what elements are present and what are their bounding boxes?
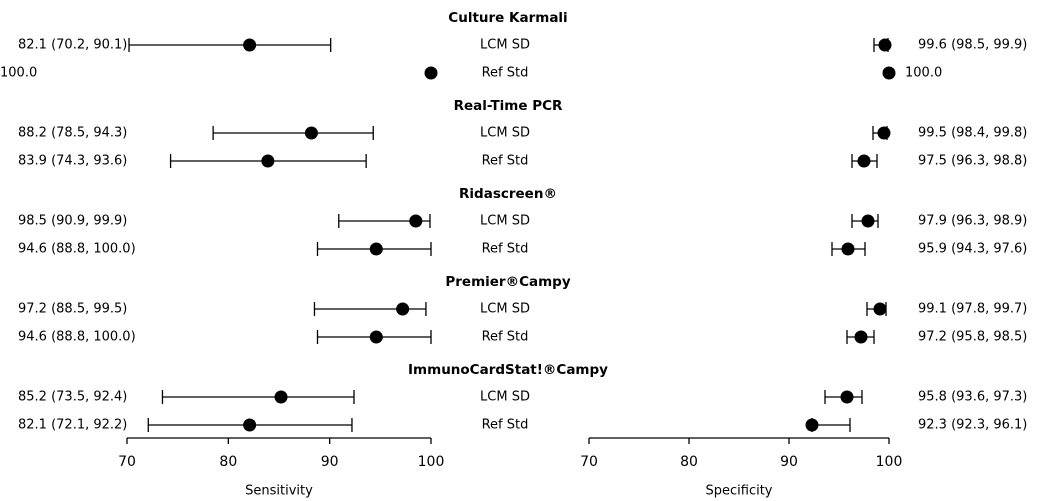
- value-label: 100.0: [0, 66, 37, 81]
- point-estimate: [243, 418, 257, 432]
- group-title: Premier®Campy: [445, 274, 570, 290]
- point-estimate: [840, 390, 854, 404]
- x-tick-label: 90: [780, 454, 798, 470]
- x-tick-label: 80: [680, 454, 698, 470]
- group-title: Ridascreen®: [459, 186, 557, 202]
- value-label: 85.2 (73.5, 92.4): [18, 390, 127, 405]
- row-label: Ref Std: [482, 154, 529, 169]
- value-label: 99.6 (98.5, 99.9): [918, 38, 1027, 53]
- point-estimate: [424, 66, 438, 80]
- point-estimate: [878, 38, 892, 52]
- x-tick-label: 100: [418, 454, 445, 470]
- value-label: 95.8 (93.6, 97.3): [918, 390, 1027, 405]
- group-title: Real-Time PCR: [454, 98, 563, 114]
- point-estimate: [261, 154, 275, 168]
- value-label: 83.9 (74.3, 93.6): [18, 154, 127, 169]
- value-label: 92.3 (92.3, 96.1): [918, 418, 1027, 433]
- point-estimate: [857, 154, 871, 168]
- point-estimate: [304, 126, 318, 140]
- value-label: 82.1 (72.1, 92.2): [18, 418, 127, 433]
- row-label: LCM SD: [480, 390, 530, 405]
- group-title: Culture Karmali: [448, 10, 567, 26]
- value-label: 94.6 (88.8, 100.0): [18, 242, 136, 257]
- value-label: 99.5 (98.4, 99.8): [918, 126, 1027, 141]
- group-title: ImmunoCardStat!®Campy: [408, 362, 608, 378]
- row-label: Ref Std: [482, 418, 529, 433]
- point-estimate: [396, 302, 410, 316]
- value-label: 95.9 (94.3, 97.6): [918, 242, 1027, 257]
- value-label: 97.5 (96.3, 98.8): [918, 154, 1027, 169]
- point-estimate: [882, 66, 896, 80]
- point-estimate: [409, 214, 423, 228]
- row-label: Ref Std: [482, 66, 529, 81]
- x-tick-label: 70: [580, 454, 598, 470]
- value-label: 94.6 (88.8, 100.0): [18, 330, 136, 345]
- row-label: Ref Std: [482, 330, 529, 345]
- point-estimate: [841, 242, 855, 256]
- point-estimate: [873, 302, 887, 316]
- x-tick-label: 80: [219, 454, 237, 470]
- point-estimate: [877, 126, 891, 140]
- value-label: 98.5 (90.9, 99.9): [18, 214, 127, 229]
- point-estimate: [369, 242, 383, 256]
- point-estimate: [854, 330, 868, 344]
- value-label: 82.1 (70.2, 90.1): [18, 38, 127, 53]
- value-label: 99.1 (97.8, 99.7): [918, 302, 1027, 317]
- row-label: LCM SD: [480, 214, 530, 229]
- point-estimate: [861, 214, 875, 228]
- value-label: 100.0: [905, 66, 942, 81]
- row-label: Ref Std: [482, 242, 529, 257]
- x-axis-label: Specificity: [706, 484, 773, 499]
- row-label: LCM SD: [480, 302, 530, 317]
- row-label: LCM SD: [480, 38, 530, 53]
- point-estimate: [805, 418, 819, 432]
- value-label: 97.2 (95.8, 98.5): [918, 330, 1027, 345]
- x-tick-label: 90: [321, 454, 339, 470]
- value-label: 97.9 (96.3, 98.9): [918, 214, 1027, 229]
- row-label: LCM SD: [480, 126, 530, 141]
- value-label: 97.2 (88.5, 99.5): [18, 302, 127, 317]
- x-tick-label: 100: [876, 454, 903, 470]
- x-tick-label: 70: [118, 454, 136, 470]
- point-estimate: [369, 330, 383, 344]
- point-estimate: [243, 38, 257, 52]
- point-estimate: [274, 390, 288, 404]
- value-label: 88.2 (78.5, 94.3): [18, 126, 127, 141]
- x-axis-label: Sensitivity: [245, 484, 313, 499]
